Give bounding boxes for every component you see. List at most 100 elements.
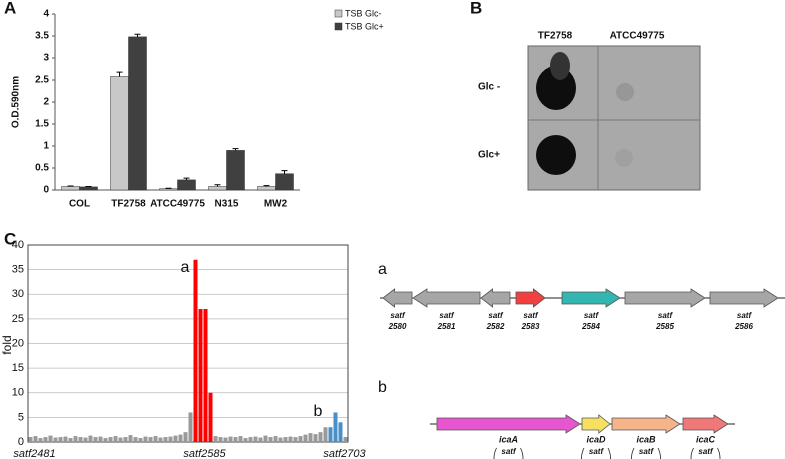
gene-locus-prefix: satf xyxy=(658,311,674,320)
legend-swatch xyxy=(334,9,343,18)
bar xyxy=(288,436,293,442)
bar xyxy=(159,188,178,191)
bar xyxy=(278,437,283,442)
gene-locus-prefix: satf xyxy=(737,311,753,320)
gene-arrow xyxy=(624,288,706,308)
bar xyxy=(110,76,129,191)
blot-row: Glc - xyxy=(478,82,500,93)
gene-locus-prefix: satf xyxy=(698,447,714,456)
bar xyxy=(248,437,253,442)
gene-arrow xyxy=(581,414,611,434)
bar xyxy=(293,437,298,442)
bar xyxy=(226,150,245,191)
bar xyxy=(228,436,233,442)
blot-spot xyxy=(550,52,570,80)
bar xyxy=(28,437,33,442)
legend-label: TSB Glc- xyxy=(345,8,382,18)
blot-spot xyxy=(615,149,633,167)
bar xyxy=(148,437,153,442)
gene-arrow xyxy=(480,288,511,308)
y-tick-label: 3 xyxy=(43,53,49,64)
bar xyxy=(123,437,128,442)
x-tick-label: COL xyxy=(69,199,90,210)
gene-arrow xyxy=(412,288,481,308)
bar xyxy=(53,437,58,442)
bar xyxy=(203,309,208,442)
error-bar xyxy=(232,148,239,151)
error-bar xyxy=(281,170,288,174)
y-tick-label: 25 xyxy=(12,313,24,325)
gene-arrow xyxy=(382,288,413,308)
bar xyxy=(208,186,227,191)
panel-label: C xyxy=(4,229,16,248)
bar xyxy=(128,36,147,191)
bar xyxy=(98,436,103,442)
gene-arrow xyxy=(515,288,546,308)
bar xyxy=(257,186,276,191)
bar xyxy=(233,437,238,442)
error-bar xyxy=(183,177,190,180)
x-tick-label: satf2585 xyxy=(183,448,226,459)
bar xyxy=(158,437,163,442)
error-bar xyxy=(134,33,141,37)
bar xyxy=(218,437,223,442)
blot-spot xyxy=(536,135,576,175)
y-tick-label: 1.5 xyxy=(35,119,49,130)
gene-locus-prefix: satf xyxy=(390,311,406,320)
bar xyxy=(338,422,343,442)
y-tick-label: 2 xyxy=(43,97,49,108)
error-bar xyxy=(214,184,221,187)
gene-arrow xyxy=(561,288,621,308)
bar xyxy=(333,412,338,442)
bar xyxy=(328,427,333,442)
bar xyxy=(283,437,288,442)
annotation: b xyxy=(314,403,323,420)
bar xyxy=(308,433,313,442)
y-tick-label: 35 xyxy=(12,264,24,276)
error-bar xyxy=(263,185,270,187)
gene-arrow xyxy=(436,414,581,434)
x-tick-label: TF2758 xyxy=(111,199,146,210)
gene-locus-prefix: satf xyxy=(639,447,655,456)
bar xyxy=(183,432,188,442)
bar xyxy=(163,437,168,442)
gene-locus-prefix: satf xyxy=(439,311,455,320)
bar xyxy=(188,412,193,442)
bar xyxy=(38,438,43,442)
bar xyxy=(193,259,198,442)
bracket xyxy=(690,447,721,459)
bar xyxy=(58,437,63,442)
bar xyxy=(63,436,68,442)
operon-label: b xyxy=(378,379,387,396)
gene-locus-prefix: satf xyxy=(584,311,600,320)
y-axis-label: fold xyxy=(0,335,14,354)
gene-name: icaD xyxy=(586,434,606,444)
y-tick-label: 15 xyxy=(12,362,24,374)
legend-swatch xyxy=(334,22,343,31)
bracket xyxy=(581,447,611,459)
blot: TF2758 ATCC49775 Glc - Glc+ xyxy=(478,31,701,191)
blot-row: Glc+ xyxy=(478,150,500,161)
bar xyxy=(258,437,263,442)
bar xyxy=(33,436,38,442)
gene-locus-prefix: satf xyxy=(523,311,539,320)
bar xyxy=(103,438,108,442)
bar xyxy=(153,436,158,442)
annotation: a xyxy=(181,259,190,276)
bar xyxy=(313,434,318,442)
bar xyxy=(173,435,178,442)
x-tick-label: N315 xyxy=(215,199,239,210)
bar xyxy=(253,436,258,442)
bar xyxy=(73,436,78,442)
x-tick-label: satf2703 xyxy=(323,448,366,459)
bar xyxy=(108,437,113,442)
y-tick-label: 20 xyxy=(12,337,24,349)
gene-locus-prefix: satf xyxy=(501,447,517,456)
bar xyxy=(343,437,348,442)
bar xyxy=(177,179,196,191)
blot-spot xyxy=(616,83,634,101)
gene-name: icaC xyxy=(696,434,716,444)
x-tick-label: ATCC49775 xyxy=(150,199,205,210)
panel-label: A xyxy=(4,0,16,17)
